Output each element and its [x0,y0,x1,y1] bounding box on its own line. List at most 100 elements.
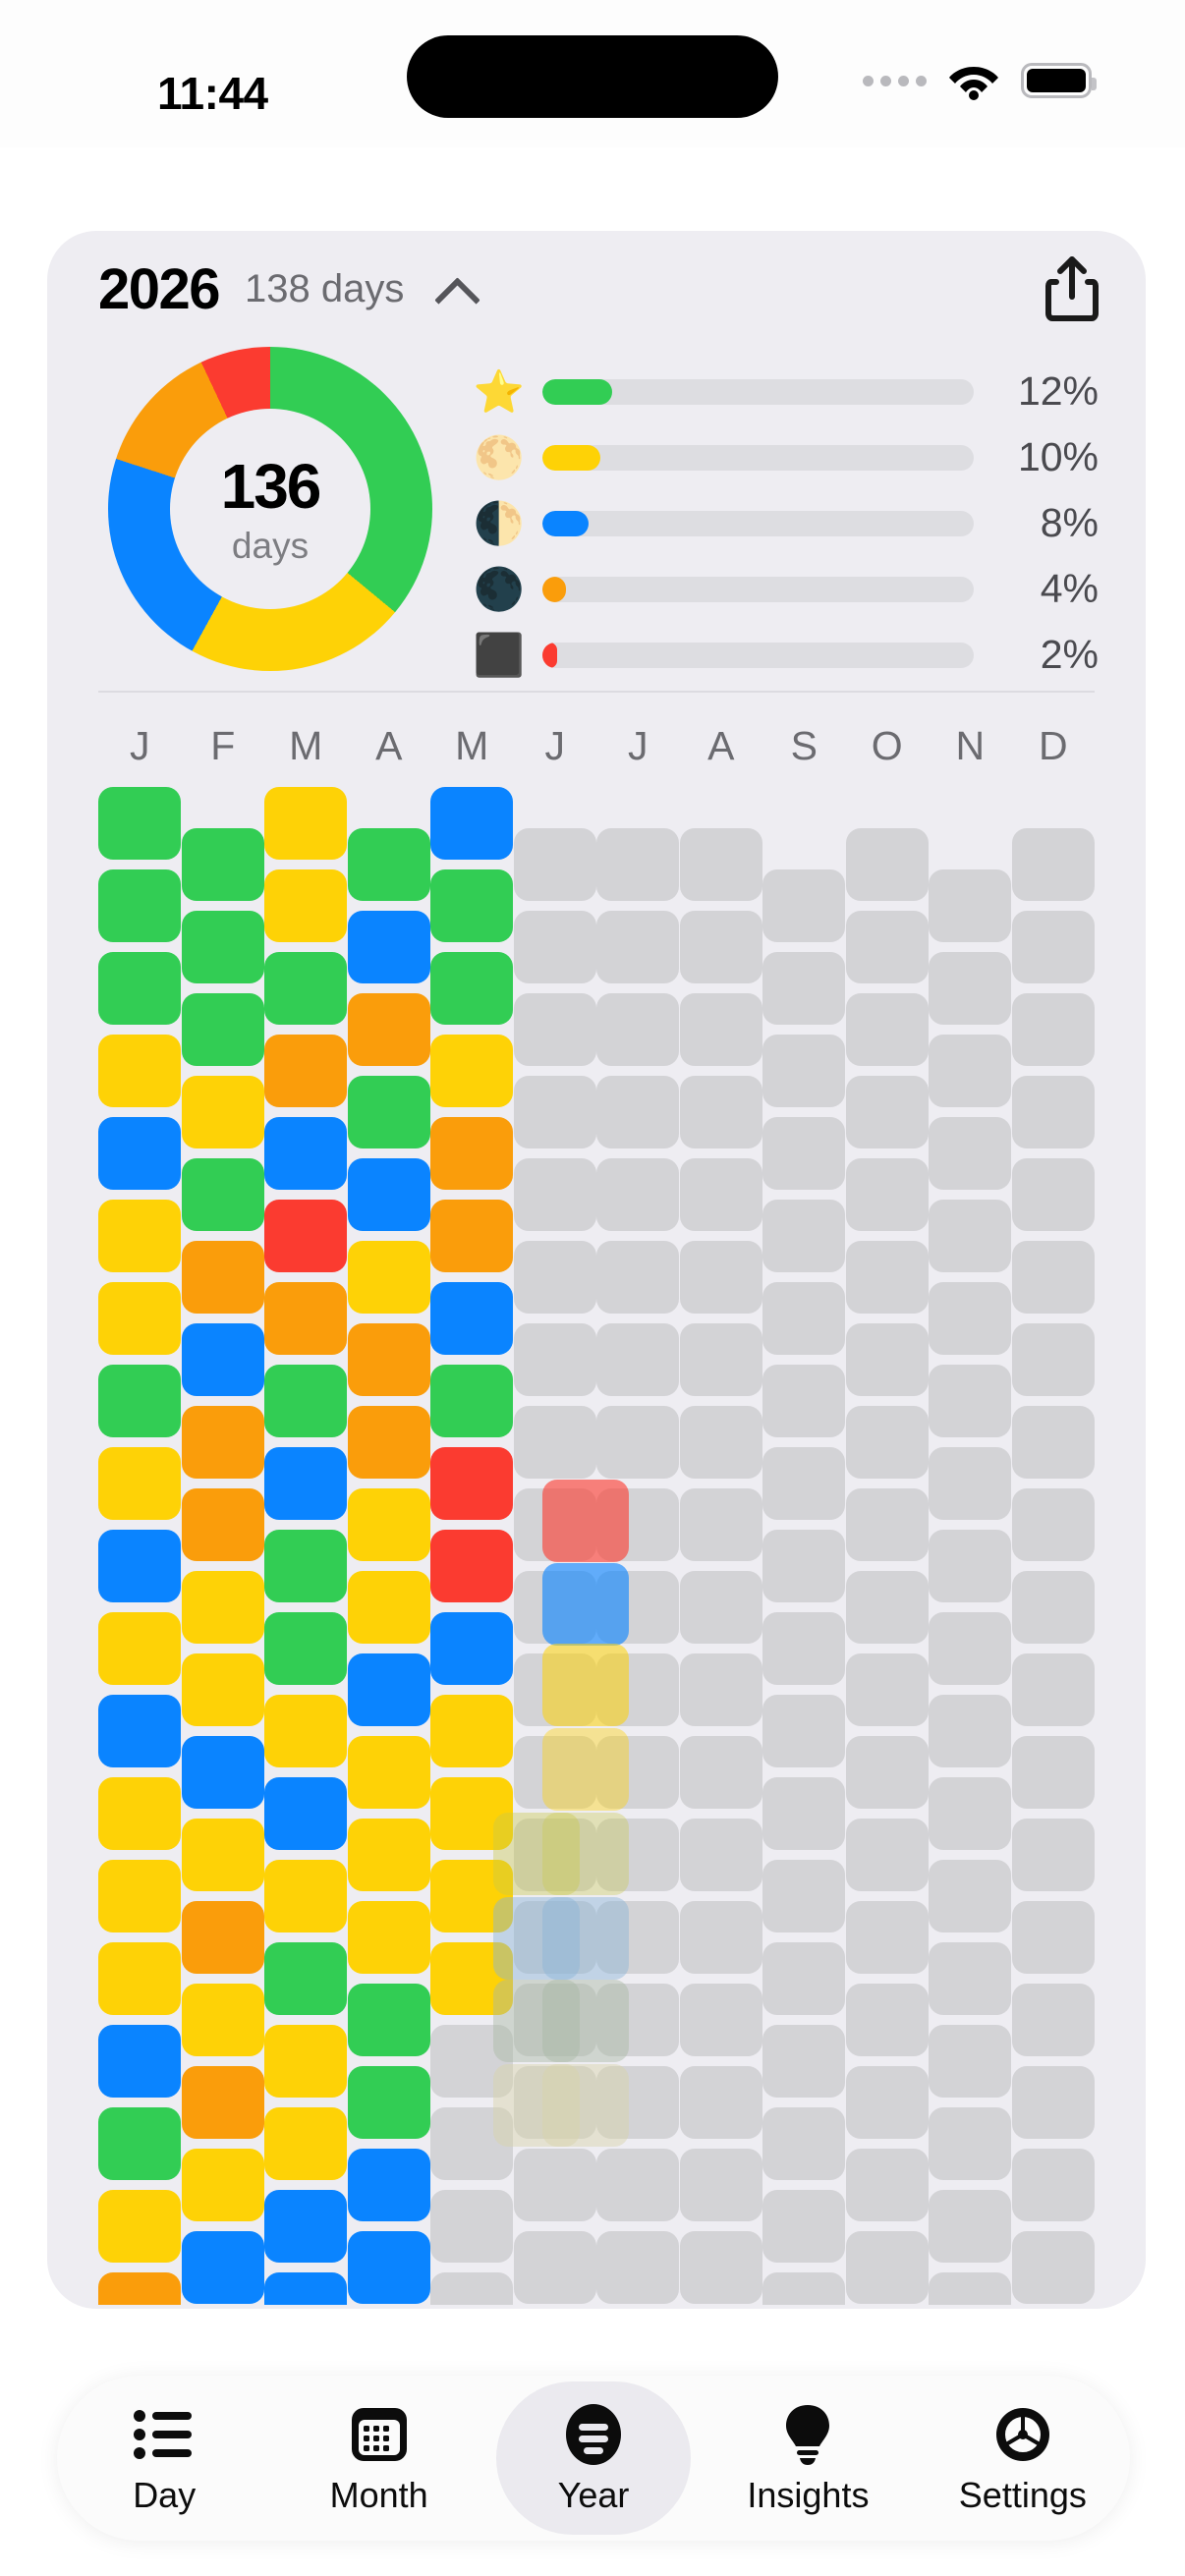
day-cell[interactable] [98,1695,182,1767]
day-cell[interactable] [762,1447,846,1520]
day-cell[interactable] [347,911,430,983]
day-cell[interactable] [347,828,430,901]
day-cell[interactable] [679,1819,762,1891]
day-cell[interactable] [679,1901,762,1974]
day-cell[interactable] [513,2066,596,2139]
day-cell[interactable] [181,2231,264,2304]
day-cell[interactable] [264,2107,348,2180]
day-cell[interactable] [679,2149,762,2221]
day-cell[interactable] [347,1984,430,2056]
day-cell[interactable] [98,869,182,942]
day-cell[interactable] [596,1571,680,1644]
day-cell[interactable] [1011,2149,1095,2221]
day-cell[interactable] [1011,2231,1095,2304]
day-cell[interactable] [513,911,596,983]
day-cell[interactable] [98,2190,182,2263]
month-column[interactable] [596,787,680,2305]
day-cell[interactable] [762,1942,846,2015]
day-cell[interactable] [1011,1076,1095,1148]
day-cell[interactable] [264,1035,348,1107]
day-cell[interactable] [513,2149,596,2221]
day-cell[interactable] [596,1158,680,1231]
month-column[interactable] [929,787,1012,2305]
month-column[interactable] [98,787,182,2305]
day-cell[interactable] [264,1200,348,1272]
day-cell[interactable] [430,952,514,1025]
day-cell[interactable] [845,1571,929,1644]
day-cell[interactable] [98,1612,182,1685]
day-cell[interactable] [430,1860,514,1932]
day-cell[interactable] [596,828,680,901]
day-cell[interactable] [679,911,762,983]
day-cell[interactable] [430,1365,514,1437]
day-cell[interactable] [513,1076,596,1148]
day-cell[interactable] [679,1653,762,1726]
day-cell[interactable] [264,1117,348,1190]
day-cell[interactable] [264,1612,348,1685]
day-cell[interactable] [845,1819,929,1891]
day-cell[interactable] [513,1406,596,1479]
day-cell[interactable] [98,2025,182,2098]
day-cell[interactable] [596,911,680,983]
day-cell[interactable] [430,869,514,942]
day-cell[interactable] [845,1984,929,2056]
day-cell[interactable] [347,1158,430,1231]
day-cell[interactable] [929,1942,1012,2015]
month-column[interactable] [181,787,265,2305]
day-cell[interactable] [347,1819,430,1891]
day-cell[interactable] [929,869,1012,942]
day-cell[interactable] [430,1942,514,2015]
day-cell[interactable] [679,1736,762,1809]
day-cell[interactable] [98,2272,182,2305]
day-cell[interactable] [596,1653,680,1726]
day-cell[interactable] [181,2149,264,2221]
day-cell[interactable] [347,1323,430,1396]
day-cell[interactable] [513,1323,596,1396]
day-cell[interactable] [430,787,514,860]
day-cell[interactable] [679,1488,762,1561]
day-cell[interactable] [679,1241,762,1314]
day-cell[interactable] [430,1117,514,1190]
day-cell[interactable] [430,2025,514,2098]
day-cell[interactable] [430,1282,514,1355]
day-cell[interactable] [513,1984,596,2056]
day-cell[interactable] [1011,1736,1095,1809]
day-cell[interactable] [845,911,929,983]
day-cell[interactable] [762,1530,846,1602]
day-cell[interactable] [1011,1406,1095,1479]
day-cell[interactable] [762,1035,846,1107]
day-cell[interactable] [596,2149,680,2221]
day-cell[interactable] [347,1653,430,1726]
day-cell[interactable] [929,1447,1012,1520]
day-cell[interactable] [98,1860,182,1932]
day-cell[interactable] [181,2066,264,2139]
tab-year[interactable]: Year [486,2376,701,2541]
day-cell[interactable] [98,1942,182,2015]
day-cell[interactable] [264,787,348,860]
day-cell[interactable] [430,1530,514,1602]
day-cell[interactable] [513,1901,596,1974]
day-cell[interactable] [264,1447,348,1520]
day-cell[interactable] [98,1117,182,1190]
day-cell[interactable] [845,1323,929,1396]
day-cell[interactable] [762,1200,846,1272]
day-cell[interactable] [181,1076,264,1148]
day-cell[interactable] [929,2107,1012,2180]
day-cell[interactable] [929,1200,1012,1272]
day-cell[interactable] [430,2107,514,2180]
day-cell[interactable] [98,2107,182,2180]
day-cell[interactable] [430,2190,514,2263]
day-cell[interactable] [181,828,264,901]
day-cell[interactable] [1011,1488,1095,1561]
day-cell[interactable] [181,1819,264,1891]
day-cell[interactable] [264,1530,348,1602]
day-cell[interactable] [929,1612,1012,1685]
day-cell[interactable] [513,1653,596,1726]
day-cell[interactable] [181,1488,264,1561]
day-cell[interactable] [430,1035,514,1107]
day-cell[interactable] [845,1653,929,1726]
day-cell[interactable] [596,1819,680,1891]
day-cell[interactable] [679,2231,762,2304]
day-cell[interactable] [596,1984,680,2056]
day-cell[interactable] [679,1158,762,1231]
